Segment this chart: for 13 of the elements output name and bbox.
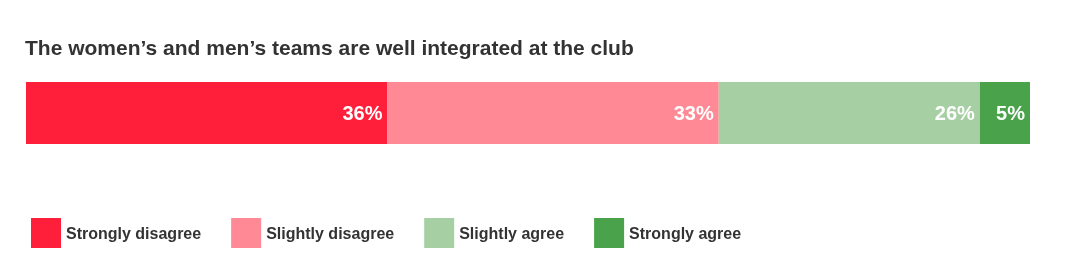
bar bbox=[718, 82, 980, 144]
bar bbox=[26, 82, 388, 144]
legend-label: Strongly agree bbox=[629, 224, 742, 242]
chart-title: The women’s and men’s teams are well integrated at the club bbox=[25, 36, 634, 59]
bar bbox=[387, 82, 719, 144]
data-label: 5% bbox=[996, 102, 1026, 124]
legend-label: Slightly agree bbox=[459, 224, 565, 242]
bar bbox=[979, 82, 1030, 144]
data-label: 26% bbox=[934, 102, 976, 124]
data-label: 33% bbox=[673, 102, 714, 124]
legend-label: Strongly disagree bbox=[66, 224, 202, 242]
data-label: 36% bbox=[342, 102, 383, 124]
legend-label: Slightly disagree bbox=[266, 224, 395, 242]
